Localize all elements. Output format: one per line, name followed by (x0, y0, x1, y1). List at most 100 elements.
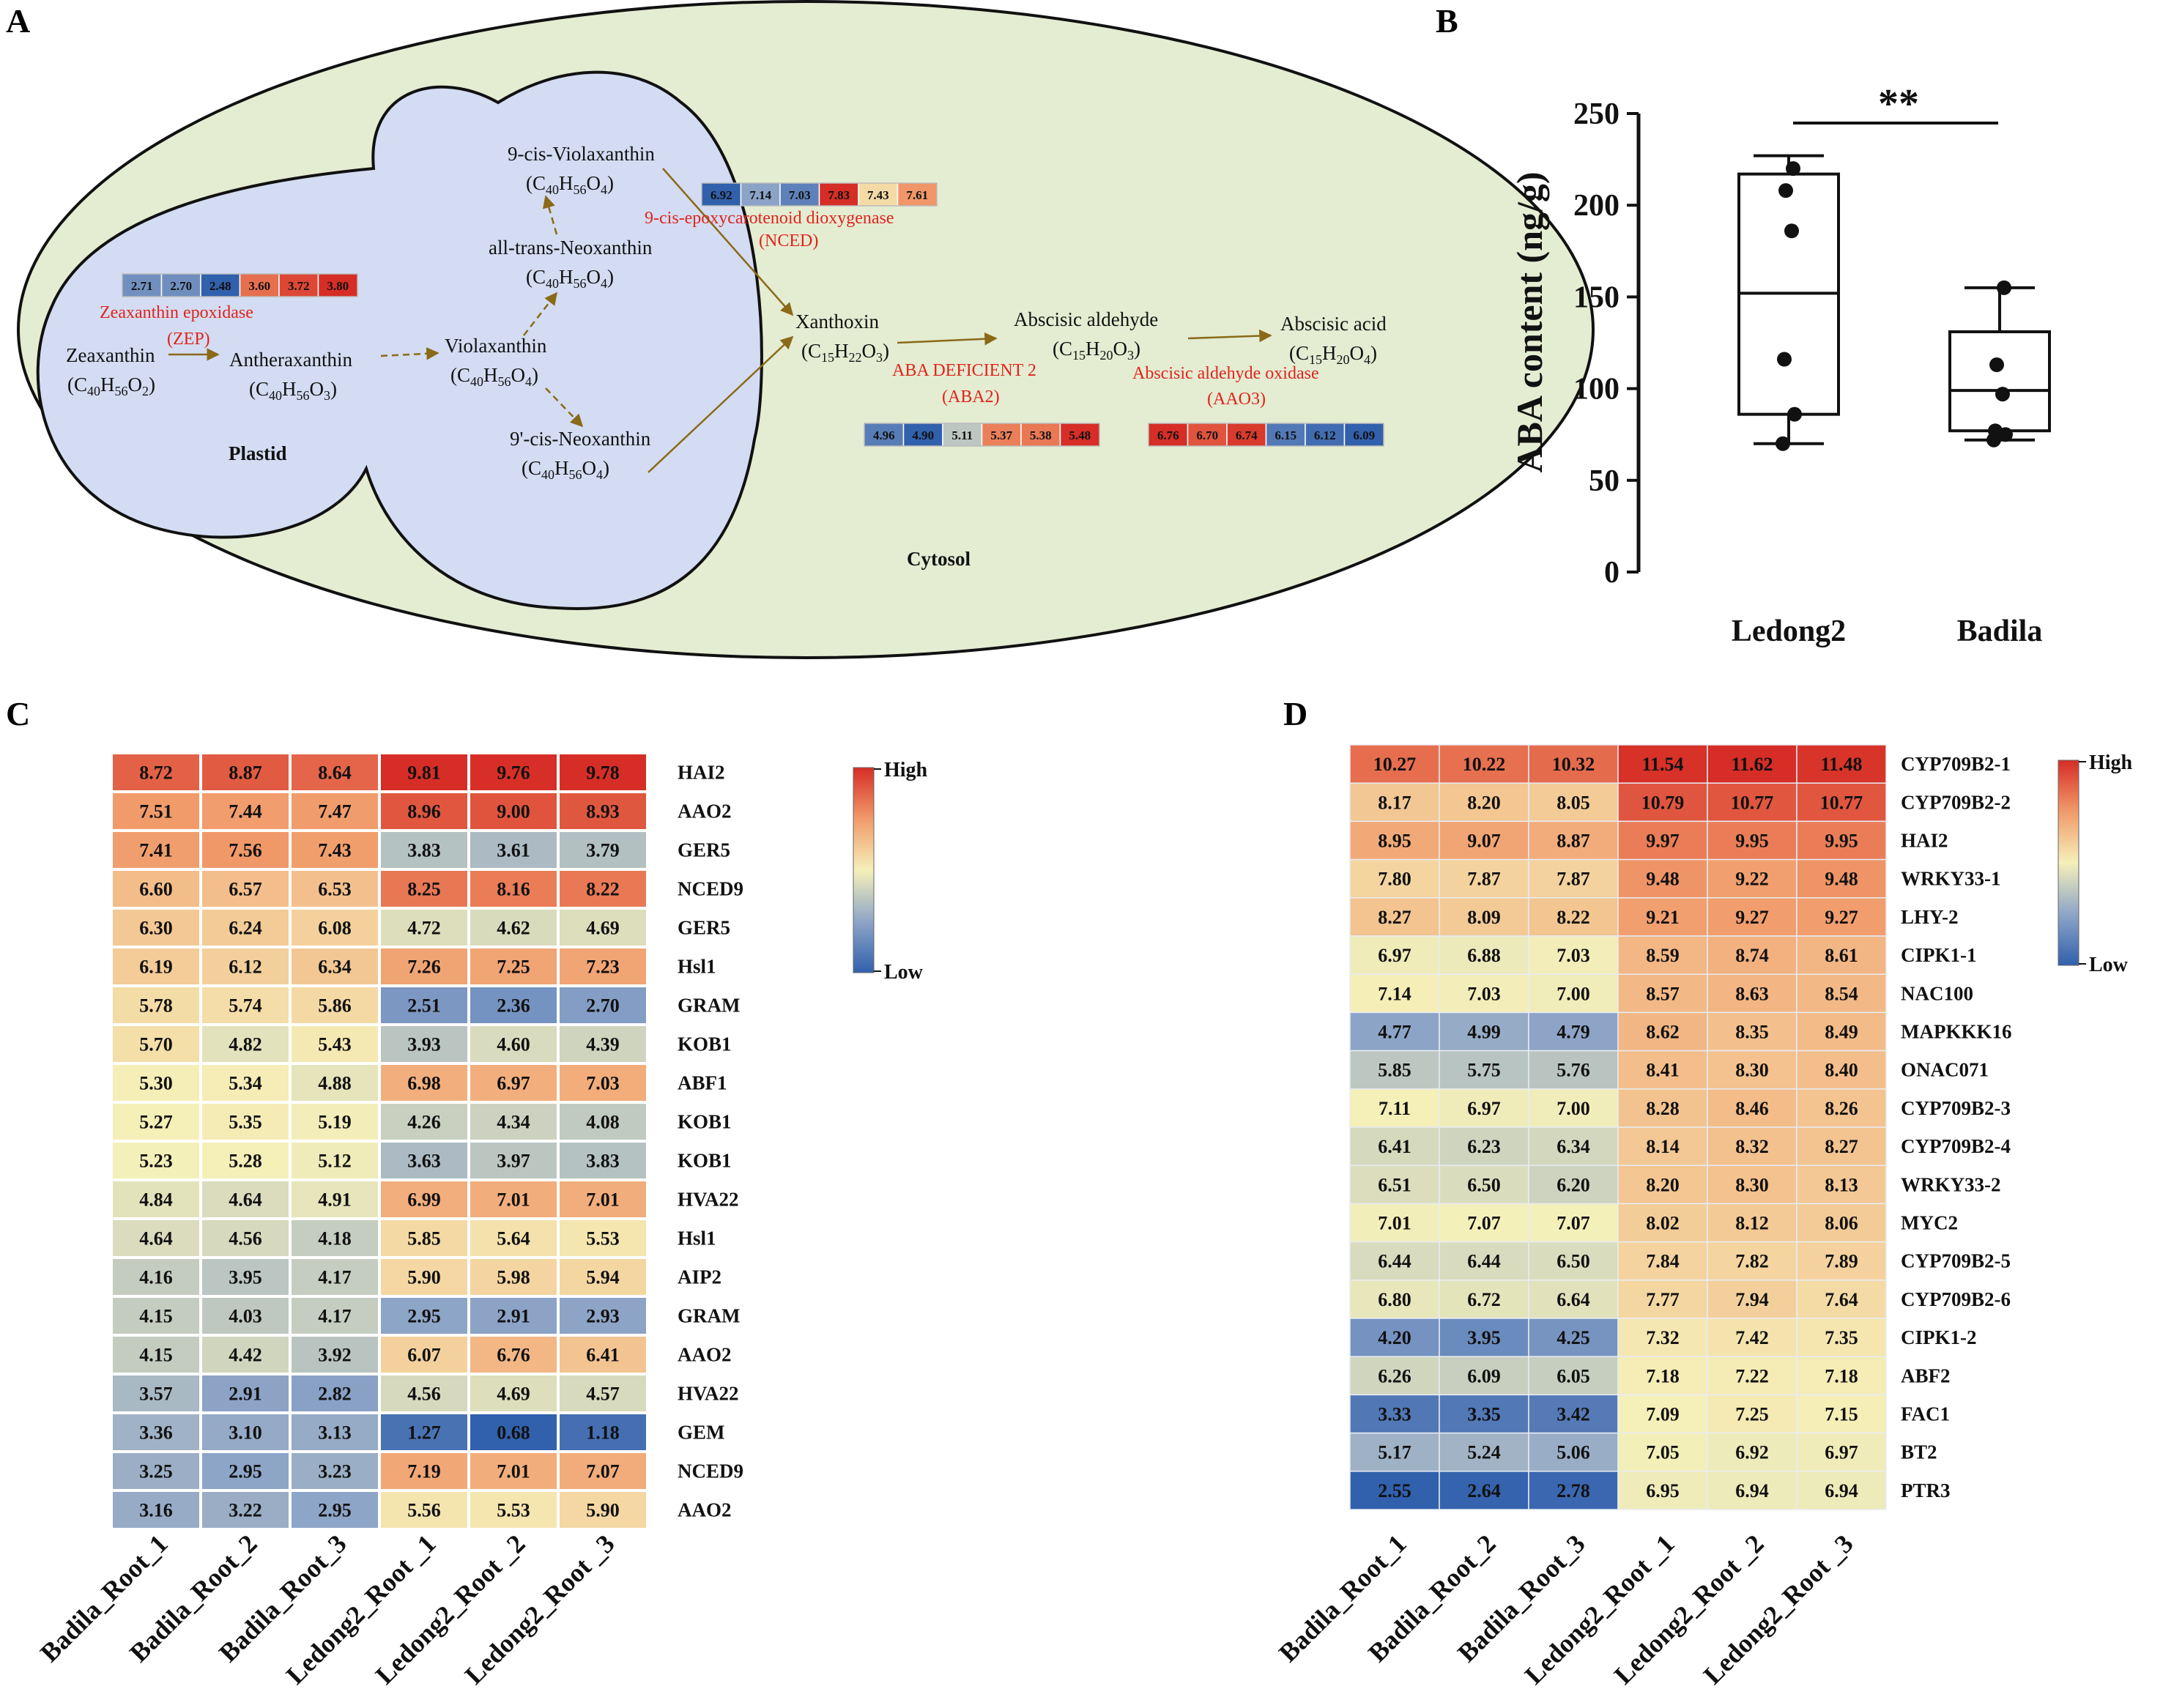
row-label: ABF1 (678, 1072, 727, 1094)
significance-label: ** (1878, 81, 1919, 127)
enzyme-aba2: ABA DEFICIENT 2 (ABA2) (892, 361, 1036, 406)
cell-value: 11.62 (1731, 754, 1773, 775)
cell-value: 3.83 (586, 1151, 620, 1172)
cell-value: 4.15 (139, 1345, 173, 1366)
heatmap-cell (1617, 1356, 1708, 1396)
row-label: NAC100 (1901, 982, 1973, 1004)
strip-value: 2.71 (131, 279, 153, 293)
heatmap-cell (1439, 1356, 1529, 1396)
cell-value: 9.48 (1646, 869, 1680, 890)
cell-value: 4.42 (229, 1345, 262, 1366)
heatmap-cell (1528, 1471, 1619, 1510)
row-label: PTR3 (1901, 1479, 1951, 1501)
cell-value: 7.01 (497, 1461, 530, 1482)
cell-value: 4.88 (318, 1073, 352, 1094)
cell-value: 9.81 (407, 762, 441, 784)
cell-value: 8.61 (1825, 945, 1858, 966)
cell-value: 2.95 (229, 1461, 262, 1482)
strip-value: 3.80 (327, 279, 349, 293)
heatmap-cell (199, 907, 292, 948)
cell-value: 9.21 (1646, 907, 1680, 928)
cell-value: 7.43 (318, 840, 352, 861)
heatmap-cell (1617, 1432, 1708, 1472)
row-label: HAI2 (678, 762, 725, 784)
heatmap-cell (1439, 1011, 1529, 1052)
heatmap-cell (1796, 935, 1887, 975)
heatmap-cell (1796, 1126, 1887, 1166)
heatmap-cell (199, 984, 292, 1026)
cell-value: 2.36 (497, 995, 530, 1017)
cell-value: 7.00 (1557, 1098, 1590, 1119)
cell-value: 6.05 (1557, 1365, 1590, 1386)
compound-formula: (C4​0​H5​6​O2​) (67, 374, 155, 398)
cell-value: 4.34 (497, 1112, 530, 1133)
row-label: HVA22 (678, 1189, 739, 1211)
enzyme-abbr: (NCED) (759, 231, 818, 250)
cell-value: 6.34 (1557, 1136, 1590, 1157)
cell-value: 8.35 (1735, 1022, 1769, 1043)
heatmap-cell (1796, 1471, 1887, 1510)
cell-value: 8.22 (1557, 907, 1590, 928)
cell-value: 4.99 (1467, 1022, 1501, 1043)
cell-value: 7.89 (1825, 1251, 1858, 1272)
cell-value: 3.13 (318, 1422, 352, 1444)
row-label: AAO2 (678, 801, 732, 823)
cell-value: 5.34 (229, 1073, 262, 1094)
strip-value: 4.90 (912, 428, 934, 442)
cell-value: 4.72 (407, 918, 441, 939)
compound-abscisic-acid: Abscisic acid (C1​5​H2​0​O4​) (1280, 313, 1387, 367)
cell-value: 6.80 (1378, 1289, 1411, 1310)
cell-value: 8.22 (586, 879, 620, 900)
heatmap-cell (110, 1334, 202, 1375)
compound-formula: (C1​5​H2​2​O3​) (801, 340, 889, 365)
legend-low: Low (884, 961, 924, 984)
plastid-shape (36, 70, 763, 610)
cell-value: 7.09 (1646, 1404, 1680, 1425)
cell-value: 9.27 (1735, 907, 1769, 928)
strip-aba2: 4.96 4.90 5.11 5.37 5.38 5.48 (864, 423, 1100, 447)
cell-value: 8.12 (1735, 1213, 1769, 1234)
heatmap-cell (1796, 1203, 1887, 1243)
y-tick-label: 0 (1604, 556, 1620, 590)
arrow-aldehyde-acid (1187, 329, 1272, 343)
cell-value: 7.03 (586, 1073, 620, 1094)
row-label: HVA22 (678, 1383, 739, 1405)
heatmap-cell (199, 1062, 292, 1104)
heatmap-cell (557, 868, 649, 910)
data-point (1778, 183, 1793, 198)
strip-cell (897, 182, 938, 207)
cell-value: 7.44 (229, 801, 262, 823)
heatmap-cell (1439, 1088, 1529, 1128)
cell-value: 2.95 (318, 1500, 352, 1521)
heatmap-cell (199, 829, 292, 871)
cell-value: 4.60 (497, 1034, 530, 1055)
heatmap-cell (289, 790, 381, 832)
heatmap-cell (1349, 820, 1440, 861)
cell-value: 5.24 (1467, 1442, 1501, 1463)
cell-value: 4.64 (229, 1189, 262, 1211)
cell-value: 7.84 (1646, 1251, 1680, 1272)
cell-value: 5.17 (1378, 1442, 1411, 1463)
cell-value: 6.97 (1467, 1098, 1501, 1119)
cell-value: 7.25 (497, 957, 530, 978)
arrow-anth-viola (380, 347, 439, 360)
heatmap-cell (1796, 1394, 1887, 1434)
arrow-viola-cisneo (545, 387, 584, 428)
heatmap-cell (1528, 1011, 1619, 1052)
cell-value: 4.20 (1378, 1327, 1411, 1348)
compound-formula: (C4​0​H5​6​O4​) (450, 364, 538, 389)
heatmap-cell (110, 946, 202, 987)
heatmap-cell (199, 1334, 292, 1375)
heatmap-cell (199, 751, 292, 793)
heatmap-cell (1528, 744, 1619, 784)
heatmap-cell (557, 1178, 649, 1220)
compound-formula: (C1​5​H2​0​O4​) (1289, 342, 1377, 367)
heatmap-cell (1707, 1471, 1797, 1510)
heatmap-cell (199, 868, 292, 910)
cell-value: 4.82 (229, 1034, 262, 1055)
column-label: Ledong2_Root _3 (1698, 1529, 1859, 1690)
column-label: Ledong2_Root _1 (1519, 1529, 1680, 1690)
compound-name: Abscisic acid (1280, 313, 1387, 335)
cell-value: 5.75 (1467, 1060, 1501, 1081)
cell-value: 6.94 (1735, 1480, 1769, 1501)
